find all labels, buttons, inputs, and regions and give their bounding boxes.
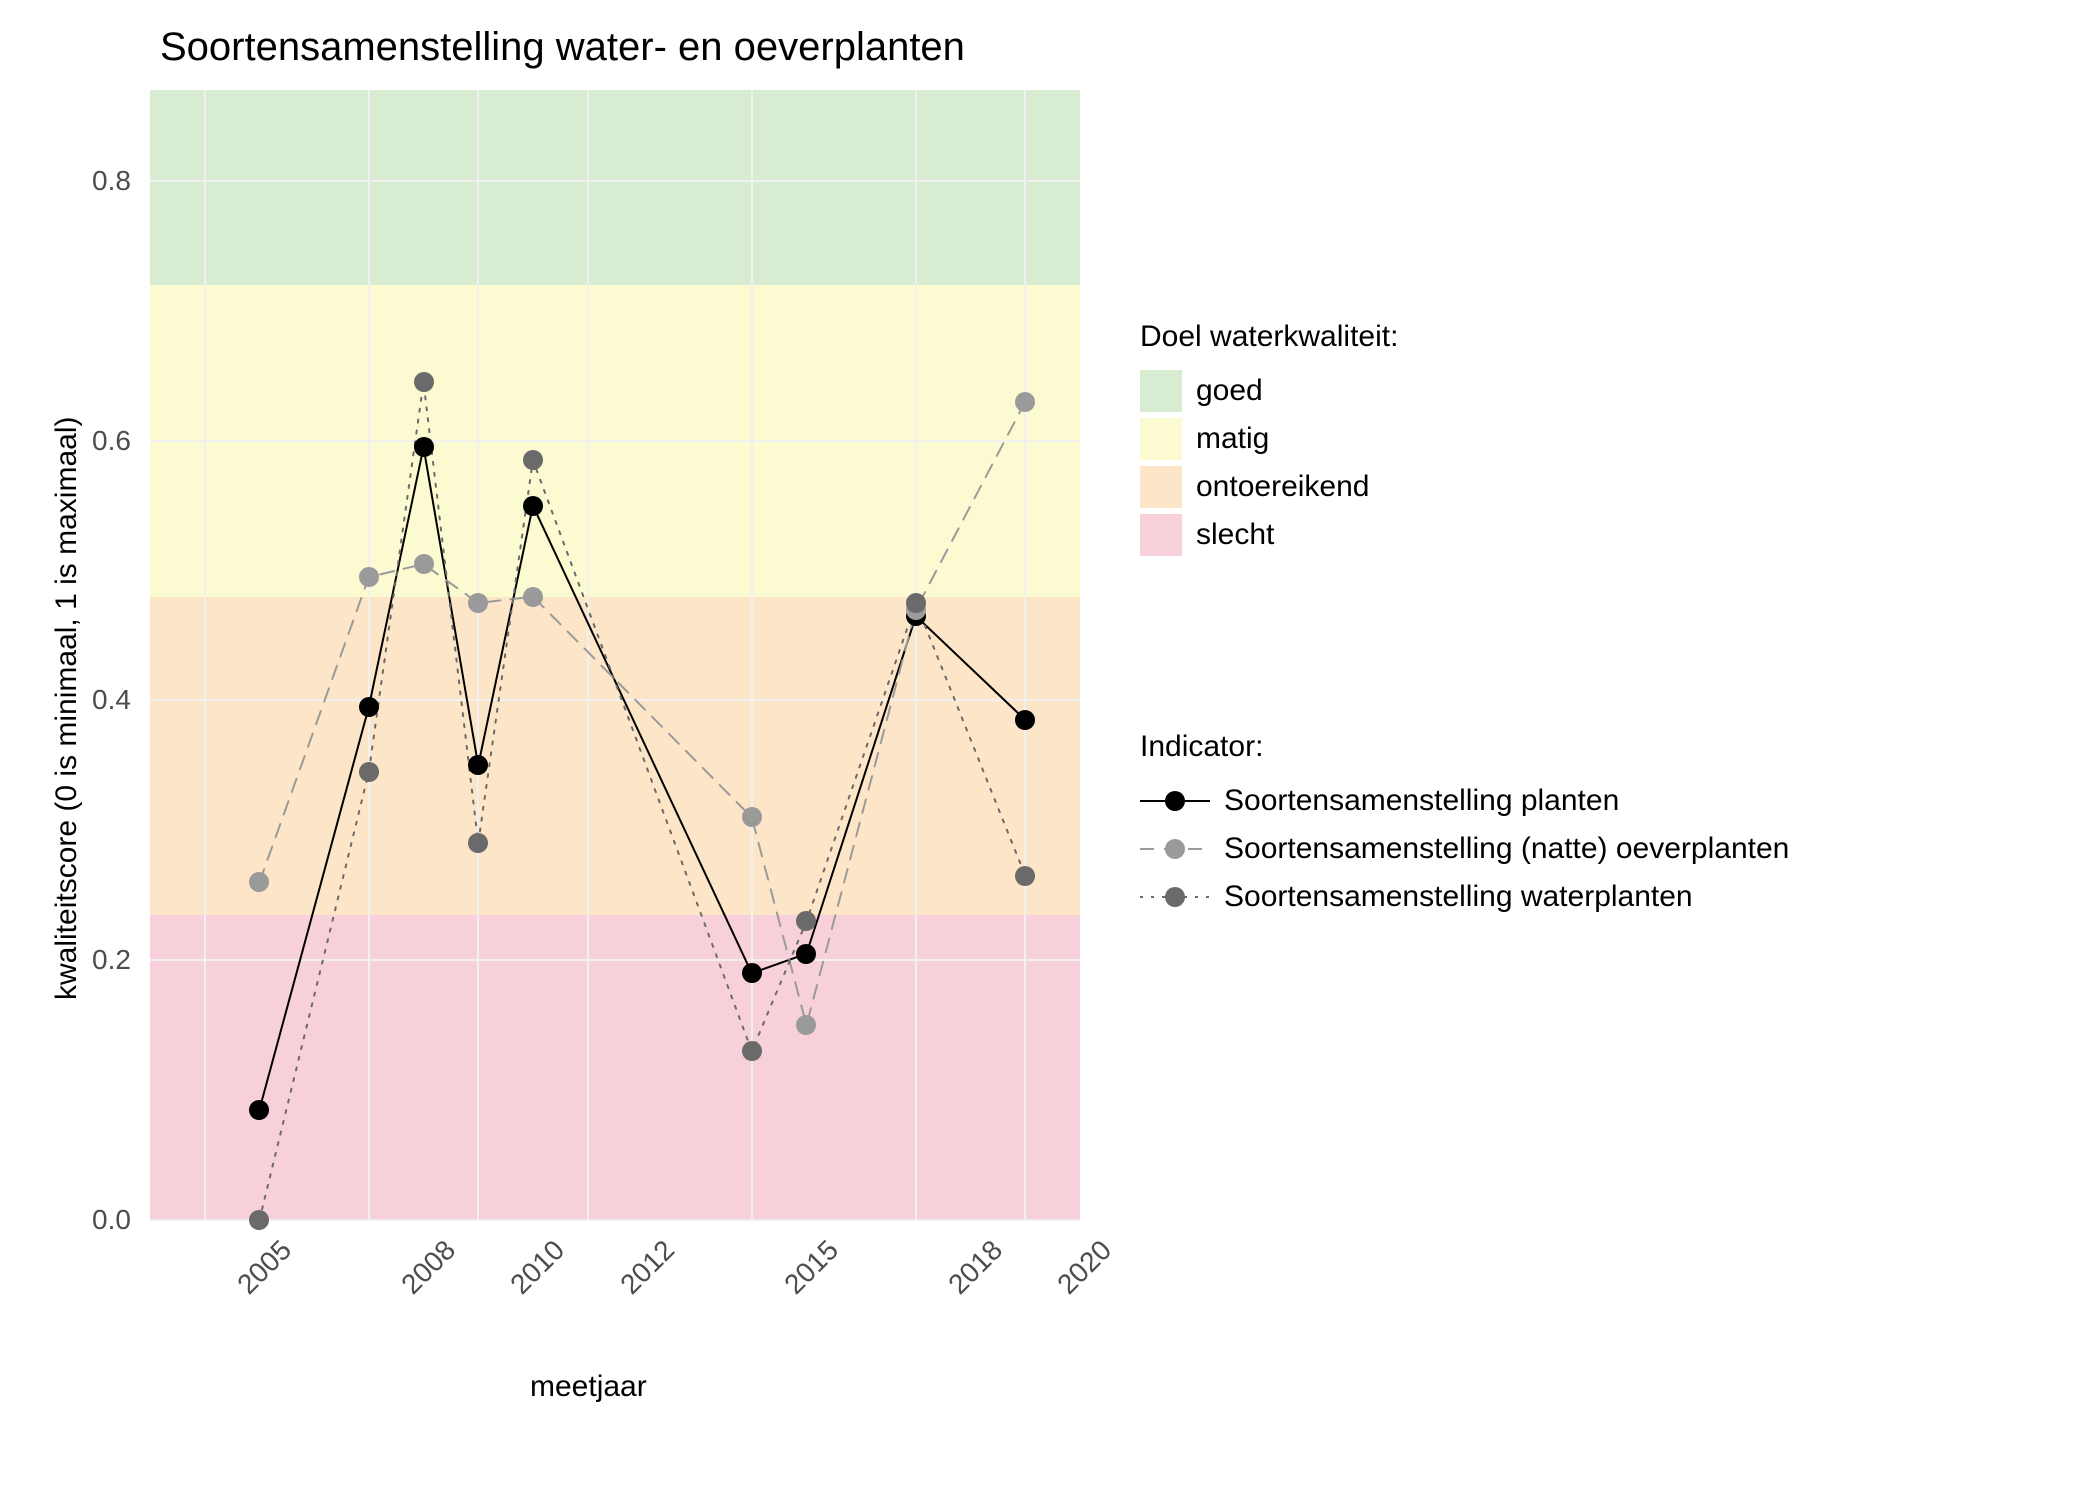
legend-series-label: Soortensamenstelling waterplanten <box>1224 880 1693 914</box>
data-point <box>359 762 379 782</box>
data-point <box>1015 866 1035 886</box>
y-tick-label: 0.8 <box>92 165 131 197</box>
x-tick-label: 2008 <box>395 1234 462 1301</box>
data-point <box>742 1041 762 1061</box>
legend-band-label: matig <box>1196 422 1269 456</box>
data-point <box>796 911 816 931</box>
data-point <box>249 872 269 892</box>
y-tick-label: 0.2 <box>92 944 131 976</box>
legend-band-item: goed <box>1140 370 1398 412</box>
data-point <box>796 944 816 964</box>
legend-series-item: Soortensamenstelling (natte) oeverplante… <box>1140 828 1789 870</box>
chart-title: Soortensamenstelling water- en oeverplan… <box>160 25 965 70</box>
legend-bands-title: Doel waterkwaliteit: <box>1140 320 1398 354</box>
legend-series: Indicator: Soortensamenstelling planten S… <box>1140 730 1789 924</box>
data-point <box>249 1100 269 1120</box>
y-tick-label: 0.6 <box>92 425 131 457</box>
legend-series-label: Soortensamenstelling planten <box>1224 784 1619 818</box>
y-tick-label: 0.0 <box>92 1204 131 1236</box>
data-point <box>1015 392 1035 412</box>
data-point <box>742 807 762 827</box>
legend-swatch <box>1140 466 1182 508</box>
data-point <box>468 593 488 613</box>
x-tick-label: 2015 <box>778 1234 845 1301</box>
data-point <box>414 554 434 574</box>
data-point <box>1015 710 1035 730</box>
data-point <box>468 755 488 775</box>
x-tick-label: 2010 <box>504 1234 571 1301</box>
series-line <box>259 382 1025 1220</box>
legend-line-sample <box>1140 780 1210 822</box>
data-point <box>249 1210 269 1230</box>
legend-band-label: goed <box>1196 374 1263 408</box>
x-axis-label: meetjaar <box>530 1370 647 1404</box>
legend-series-item: Soortensamenstelling planten <box>1140 780 1789 822</box>
data-point <box>523 587 543 607</box>
data-point <box>906 593 926 613</box>
legend-series-label: Soortensamenstelling (natte) oeverplante… <box>1224 832 1789 866</box>
data-point <box>796 1015 816 1035</box>
legend-series-title: Indicator: <box>1140 730 1789 764</box>
x-tick-label: 2012 <box>614 1234 681 1301</box>
y-tick-label: 0.4 <box>92 684 131 716</box>
data-point <box>523 450 543 470</box>
legend-series-item: Soortensamenstelling waterplanten <box>1140 876 1789 918</box>
legend-band-item: matig <box>1140 418 1398 460</box>
data-point <box>468 833 488 853</box>
legend-band-item: ontoereikend <box>1140 466 1398 508</box>
legend-band-label: ontoereikend <box>1196 470 1369 504</box>
data-point <box>359 567 379 587</box>
legend-swatch <box>1140 418 1182 460</box>
data-point <box>414 437 434 457</box>
legend-band-item: slecht <box>1140 514 1398 556</box>
x-tick-label: 2020 <box>1052 1234 1119 1301</box>
series-lines <box>150 90 1080 1220</box>
legend-swatch <box>1140 370 1182 412</box>
data-point <box>523 496 543 516</box>
legend-swatch <box>1140 514 1182 556</box>
x-tick-label: 2018 <box>942 1234 1009 1301</box>
chart-container: Soortensamenstelling water- en oeverplan… <box>0 0 2100 1500</box>
data-point <box>414 372 434 392</box>
legend-band-label: slecht <box>1196 518 1274 552</box>
y-axis-label: kwaliteitscore (0 is minimaal, 1 is maxi… <box>50 417 84 1000</box>
legend-line-sample <box>1140 876 1210 918</box>
legend-line-sample <box>1140 828 1210 870</box>
data-point <box>359 697 379 717</box>
plot-area <box>150 90 1080 1220</box>
x-tick-label: 2005 <box>231 1234 298 1301</box>
data-point <box>742 963 762 983</box>
legend-bands: Doel waterkwaliteit: goed matig ontoereike… <box>1140 320 1398 562</box>
